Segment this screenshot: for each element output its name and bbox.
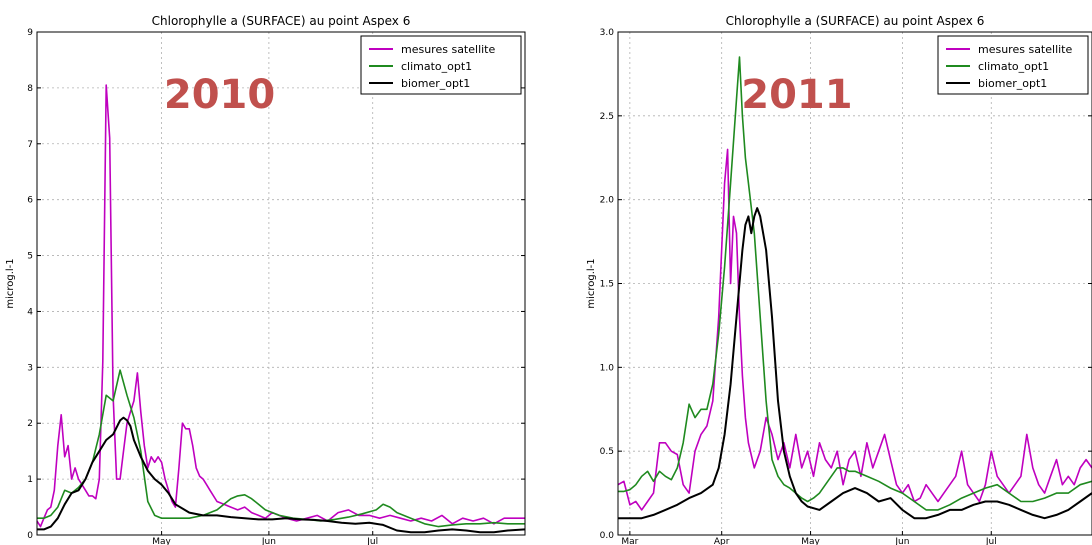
chart2-year-annotation: 2011 [741,72,852,118]
chart1-legend-label-2: biomer_opt1 [401,77,470,90]
chart2-legend-label-1: climato_opt1 [978,60,1049,73]
chart2-xtick-label-4: Jul [985,537,997,545]
chart2-plot-frame [617,31,1092,536]
chart1-ytick-label-2: 2 [27,419,33,429]
chart1-year-annotation: 2010 [164,72,275,118]
chart1-series-line-biomer-opt1 [37,416,526,534]
chart1-ytick-label-0: 0 [27,531,33,541]
chart2-series-line-biomer-opt1 [618,207,1092,520]
chart2-ytick-label-6: 3.0 [600,28,615,38]
chart1-plot-frame [36,31,526,536]
chart1-legend-label-0: mesures satellite [401,43,495,56]
chart2-xtick-label-2: May [801,537,820,545]
chart1-legend-box [360,35,522,95]
chart2-ylabel: microg.l-1 [586,258,597,308]
chart1-ytick-label-8: 8 [27,84,33,94]
chart2-ytick-label-1: 0.5 [600,447,614,457]
chart1-xtick-label-0: May [152,537,171,545]
chart2-ytick-label-0: 0.0 [600,531,615,541]
chart2-ytick-label-4: 2.0 [600,196,615,206]
chart1-ytick-label-4: 4 [27,307,33,317]
chart2-xtick-label-3: Jun [894,537,909,545]
chart1-xtick-label-1: Jun [261,537,276,545]
chart1-ytick-label-3: 3 [27,363,33,373]
chart2-legend-label-0: mesures satellite [978,43,1072,56]
chart1-ytick-label-6: 6 [27,196,33,206]
chart1-ylabel: microg.l-1 [5,258,16,308]
chart2-ytick-label-3: 1.5 [600,280,614,290]
chart2-ytick-label-2: 1.0 [600,363,615,373]
chart1-title: Chlorophylle a (SURFACE) au point Aspex … [152,14,411,28]
chart2-title: Chlorophylle a (SURFACE) au point Aspex … [726,14,985,28]
chart2-ytick-label-5: 2.5 [600,112,614,122]
chart2-series-line-climato-opt1 [618,56,1092,511]
chart1-xtick-label-2: Jul [366,537,378,545]
chart1-plot-area [37,32,525,535]
chart1-legend-label-1: climato_opt1 [401,60,472,73]
chart1-ytick-label-5: 5 [27,252,33,262]
chart2-xtick-label-0: Mar [621,537,638,545]
chart1-ytick-label-1: 1 [27,475,33,485]
chart1-ytick-label-7: 7 [27,140,33,150]
chart1-series-line-climato-opt1 [37,369,525,528]
chart1-series-line-mesures-satellite [36,84,525,528]
chart1-ytick-label-9: 9 [27,28,33,38]
chart2-xtick-label-1: Apr [714,537,730,545]
chart2-legend-label-2: biomer_opt1 [978,77,1047,90]
